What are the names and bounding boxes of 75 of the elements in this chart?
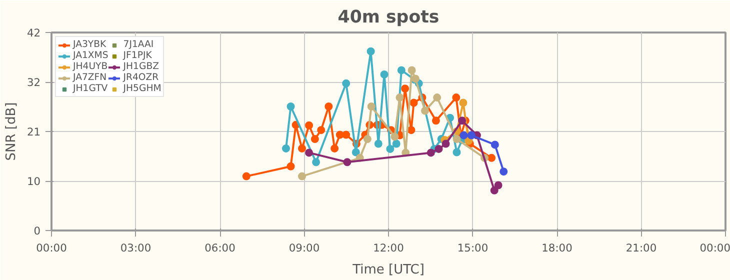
point <box>494 181 502 190</box>
point <box>310 135 319 144</box>
point <box>452 94 460 102</box>
point <box>452 135 461 144</box>
legend-label: JF1PJK <box>123 50 152 61</box>
chart-title: 40m spots <box>338 8 440 28</box>
point <box>432 116 440 125</box>
point <box>305 148 314 157</box>
legend-label: JA7ZFN <box>73 72 107 83</box>
point <box>460 131 468 140</box>
point <box>500 168 508 176</box>
point <box>410 98 418 107</box>
point <box>392 140 400 148</box>
point <box>324 102 333 111</box>
point <box>286 102 295 111</box>
x-tick-label: 06:00 <box>204 242 236 254</box>
point <box>452 148 461 156</box>
legend-label: JR4OZR <box>123 72 159 83</box>
point <box>352 148 360 156</box>
legend-label: 7J1AAI <box>123 39 154 50</box>
point <box>342 79 350 88</box>
point <box>421 106 430 115</box>
x-axis-title: Time [UTC] <box>352 262 424 278</box>
legend-label: JA1XMS <box>73 50 108 61</box>
point <box>397 66 406 74</box>
point <box>396 94 404 102</box>
point <box>298 172 306 180</box>
x-tick-label: 12:00 <box>373 242 404 254</box>
legend-label: JA3YBK <box>73 39 106 50</box>
x-tick-label: 03:00 <box>120 242 152 254</box>
x-tick-label: 21:00 <box>626 242 657 254</box>
point <box>434 144 443 153</box>
y-tick-label: 0 <box>34 224 41 238</box>
point <box>401 84 410 93</box>
point <box>408 66 416 74</box>
x-tick-label: 00:00 <box>36 242 68 254</box>
y-tick-label: 32 <box>26 76 41 89</box>
y-tick-label: 10 <box>26 175 41 188</box>
y-tick-label: 42 <box>26 26 41 40</box>
point <box>442 140 450 148</box>
point <box>330 144 339 152</box>
point <box>374 140 382 148</box>
point <box>488 154 496 162</box>
point <box>312 158 320 166</box>
point <box>242 172 250 180</box>
legend-label: JH5GHM <box>123 83 162 94</box>
point <box>367 102 376 111</box>
legend-label: JH1GBZ <box>123 61 159 72</box>
point <box>407 126 416 134</box>
point <box>490 140 499 149</box>
point <box>282 144 290 152</box>
y-axis-title: SNR [dB] <box>4 102 19 161</box>
x-tick-label: 09:00 <box>288 242 320 254</box>
point <box>363 135 372 144</box>
point <box>380 70 388 78</box>
point <box>343 158 352 166</box>
y-tick-label: 21 <box>26 126 41 138</box>
point <box>433 94 442 102</box>
point <box>386 144 394 153</box>
point <box>317 126 326 134</box>
x-tick-label: 15:00 <box>457 242 488 254</box>
point <box>426 148 435 157</box>
point <box>342 130 350 139</box>
legend-label: JH4UYB <box>73 61 108 72</box>
point <box>459 98 468 107</box>
point <box>490 186 498 194</box>
point <box>298 144 306 152</box>
point <box>390 132 399 141</box>
point <box>286 162 295 170</box>
legend-label: JH1GTV <box>73 83 108 94</box>
x-tick-label: 00:00 <box>700 242 730 254</box>
point <box>305 121 314 130</box>
x-tick-label: 18:00 <box>542 242 573 254</box>
point <box>366 47 375 56</box>
point <box>458 116 466 125</box>
